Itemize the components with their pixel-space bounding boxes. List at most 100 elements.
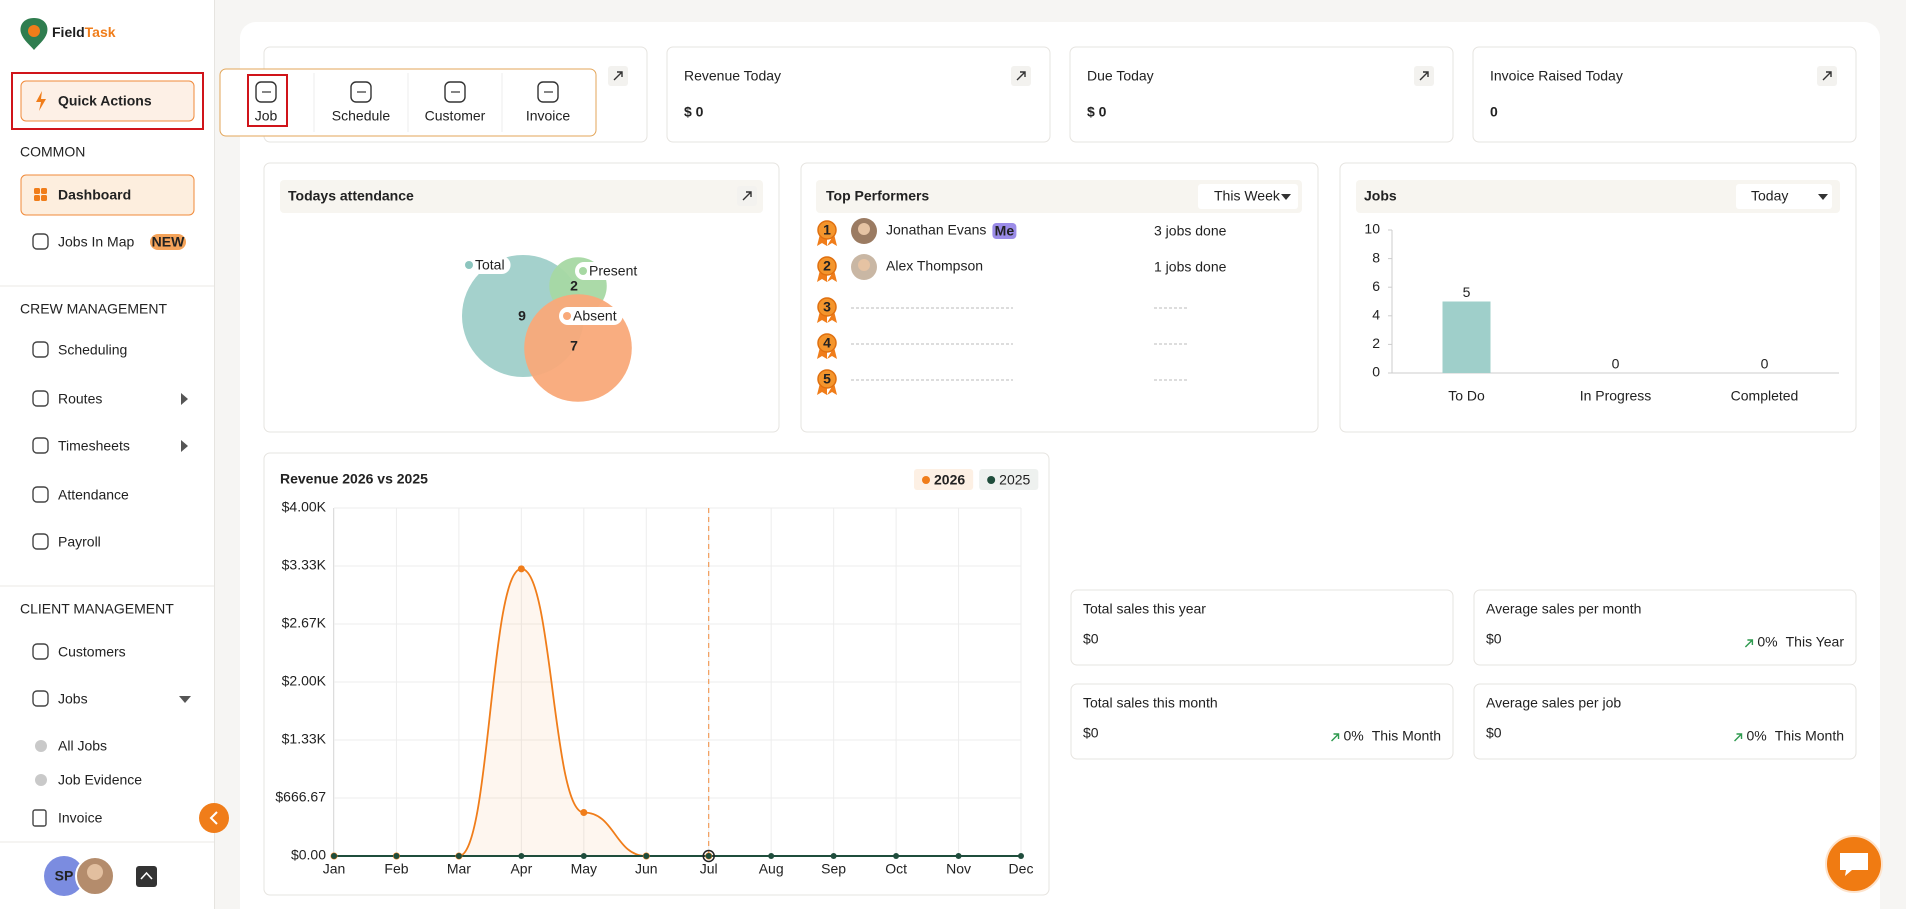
- x-tick-label: Completed: [1731, 388, 1799, 404]
- highlight-box: [11, 72, 204, 130]
- data-point: [705, 853, 712, 859]
- summary-card: [1473, 589, 1857, 666]
- nav-item[interactable]: Timesheets: [58, 438, 130, 454]
- y-tick-label: 8: [1372, 249, 1380, 265]
- rank-number: 3: [823, 299, 831, 315]
- nav-subitem[interactable]: Job Evidence: [58, 772, 142, 788]
- nav-item[interactable]: Routes: [58, 391, 102, 407]
- stat-label: Revenue Today: [684, 68, 781, 84]
- legend-pill[interactable]: [914, 469, 974, 490]
- stat-card: [666, 46, 1051, 143]
- collapse-arrow[interactable]: [179, 696, 191, 703]
- x-tick-label: Dec: [1009, 861, 1034, 877]
- nav-item[interactable]: Scheduling: [58, 342, 127, 358]
- legend-label: 2025: [999, 472, 1030, 488]
- card-header: [280, 180, 763, 213]
- x-tick-label: Oct: [885, 861, 907, 877]
- y-tick-label: 0: [1372, 364, 1380, 380]
- stat-value: $ 0: [684, 104, 704, 120]
- section-title: COMMON: [20, 144, 85, 160]
- x-tick-label: Sep: [821, 861, 846, 877]
- jobs-done: 3 jobs done: [1154, 223, 1227, 239]
- performer-face: [858, 223, 870, 235]
- legend-dot: [465, 261, 473, 269]
- dropdown-arrow: [1818, 194, 1828, 200]
- rank-number: 2: [823, 258, 831, 274]
- highlight-box: [247, 74, 288, 127]
- nav-item[interactable]: Payroll: [58, 534, 101, 550]
- sub-icon: [35, 740, 47, 752]
- user-photo-face: [87, 864, 103, 880]
- x-tick-label: Aug: [759, 861, 784, 877]
- summary-value: $0: [1486, 631, 1502, 647]
- attendance-value: 2: [570, 278, 578, 294]
- card-header: [816, 180, 1302, 213]
- brand-field: Field: [52, 24, 85, 40]
- menu-icon: [350, 81, 372, 103]
- performer-name: Alex Thompson: [886, 258, 983, 274]
- trend-icon: [1734, 733, 1743, 742]
- x-tick-label: Nov: [946, 861, 971, 877]
- filter-dropdown[interactable]: [1198, 184, 1298, 209]
- legend-label: Total: [475, 257, 505, 273]
- nav-subitem[interactable]: All Jobs: [58, 738, 107, 754]
- data-point: [955, 853, 962, 859]
- nav-icon: [32, 533, 49, 550]
- performer-name: Jonathan Evans: [886, 222, 986, 238]
- y-tick-label: $2.00K: [282, 673, 327, 689]
- nav-icon: [32, 341, 49, 358]
- y-tick-label: $0.00: [291, 847, 326, 863]
- data-point: [518, 853, 525, 859]
- nav-item[interactable]: Customers: [58, 644, 126, 660]
- current-point-ring: [702, 849, 715, 863]
- stat-label: Due Today: [1087, 68, 1154, 84]
- nav-item[interactable]: Invoice: [58, 810, 103, 826]
- expand-arrow[interactable]: [181, 393, 188, 405]
- nav-item[interactable]: Dashboard: [58, 187, 131, 203]
- data-point: [580, 853, 587, 859]
- nav-item[interactable]: Jobs: [58, 691, 88, 707]
- nav-icon: [32, 690, 49, 707]
- summary-value: $0: [1083, 725, 1099, 741]
- legend-pill[interactable]: [979, 469, 1039, 490]
- y-tick-label: 2: [1372, 335, 1380, 351]
- expand-arrow[interactable]: [181, 440, 188, 452]
- attendance-value: 7: [570, 338, 578, 354]
- legend-pill: [575, 262, 644, 280]
- card-title: Todays attendance: [288, 188, 414, 204]
- summary-period: This Month: [1775, 728, 1844, 744]
- nav-icon: [32, 809, 47, 827]
- sidebar: [0, 0, 214, 909]
- y-tick-label: 6: [1372, 278, 1380, 294]
- quick-menu-item[interactable]: Job: [255, 108, 278, 124]
- sidebar-toggle[interactable]: [199, 803, 229, 833]
- user-avatar[interactable]: [44, 856, 84, 896]
- nav-icon: [32, 233, 49, 250]
- stat-label: Invoice Raised Today: [1490, 68, 1623, 84]
- quick-menu-item[interactable]: Customer: [425, 108, 486, 124]
- quick-menu-item[interactable]: Invoice: [526, 108, 571, 124]
- quick-menu-item[interactable]: Schedule: [332, 108, 391, 124]
- nav-item[interactable]: Jobs In Map: [58, 234, 134, 250]
- account-menu-button[interactable]: [136, 866, 157, 887]
- quick-actions-button[interactable]: [20, 80, 195, 122]
- dashboard-icon: [41, 188, 47, 194]
- summary-change: 0%: [1747, 728, 1767, 744]
- filter-dropdown[interactable]: [1736, 184, 1832, 209]
- summary-label: Average sales per job: [1486, 695, 1621, 711]
- quick-actions-label[interactable]: Quick Actions: [58, 93, 152, 109]
- card-header: [1356, 180, 1840, 213]
- data-point: [580, 809, 588, 816]
- toggle-chevron: [209, 811, 218, 825]
- legend-label: Present: [589, 263, 637, 279]
- brand-task: Task: [85, 24, 116, 40]
- nav-item[interactable]: Attendance: [58, 487, 129, 503]
- user-initials: SP: [55, 868, 74, 884]
- nav-item-active[interactable]: [20, 174, 195, 216]
- data-point: [517, 565, 525, 573]
- me-badge-label: Me: [995, 223, 1015, 239]
- medal: [817, 369, 837, 389]
- stat-value: 0: [1490, 104, 1498, 120]
- sub-icon: [35, 774, 47, 786]
